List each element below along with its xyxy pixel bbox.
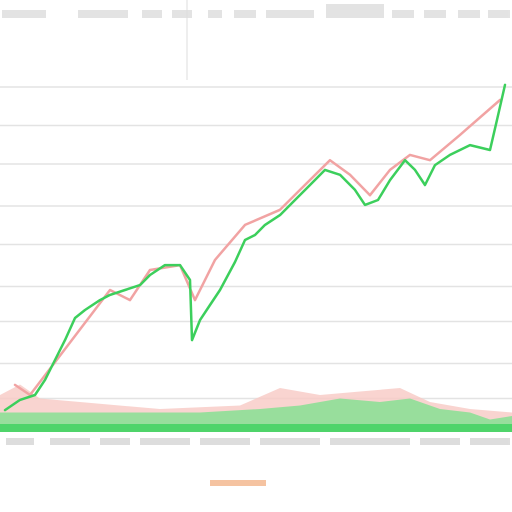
series-line	[13, 98, 502, 397]
baseline-band	[0, 424, 512, 432]
blurred-footer	[210, 480, 266, 486]
blurred-header	[2, 4, 510, 18]
blurred-axis-labels	[6, 438, 510, 445]
series-line	[3, 83, 507, 412]
area	[0, 398, 512, 430]
